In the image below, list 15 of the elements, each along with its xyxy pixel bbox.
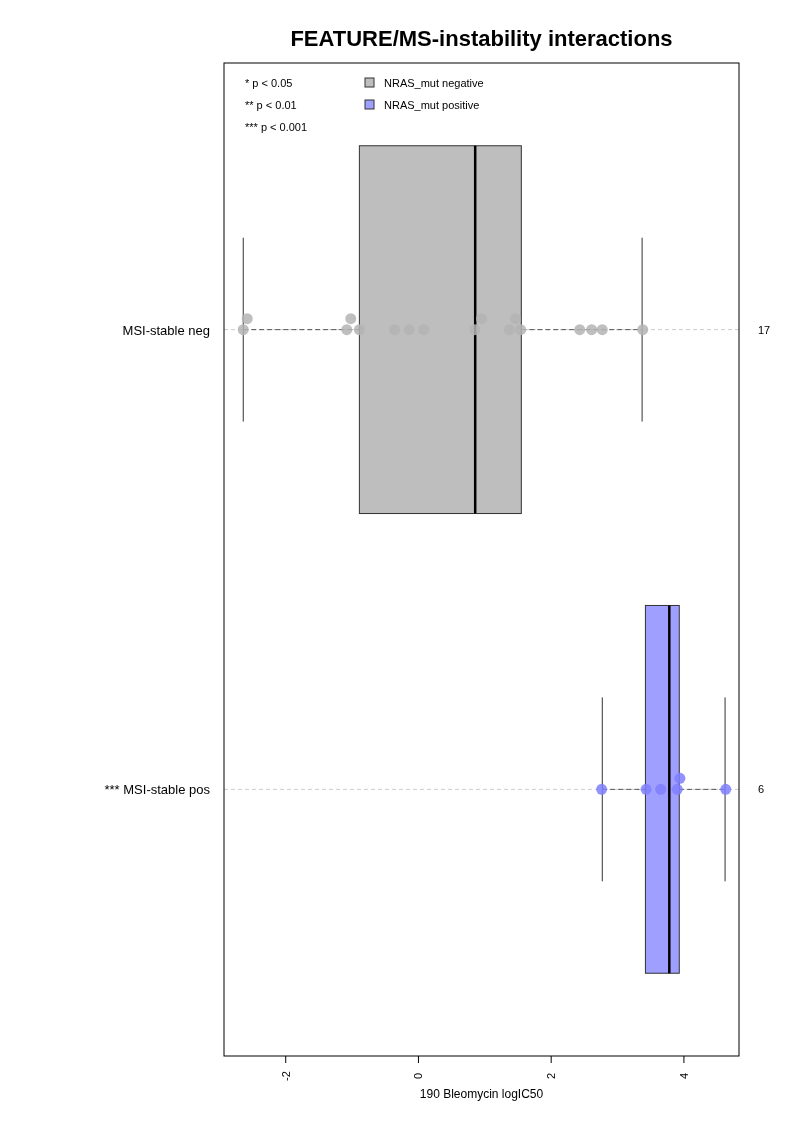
x-axis-title: 190 Bleomycin logIC50 — [419, 1087, 544, 1101]
chart-title: FEATURE/MS-instability interactions — [290, 26, 673, 51]
x-tick-label: 2 — [545, 1072, 558, 1080]
x-tick-label: -2 — [279, 1071, 292, 1081]
y-tick-label: MSI-stable neg — [122, 322, 210, 338]
annotation: * p < 0.05 — [245, 77, 293, 89]
annotation: ** p < 0.01 — [245, 99, 297, 111]
text: 6 — [758, 783, 765, 796]
legend-label: NRAS_mut positive — [384, 99, 480, 111]
text: 17 — [758, 323, 771, 336]
annotation: *** p < 0.001 — [245, 121, 308, 133]
legend-label: NRAS_mut negative — [384, 77, 484, 89]
y-tick-label: *** MSI-stable pos — [104, 782, 211, 798]
x-tick-label: 0 — [412, 1072, 425, 1080]
x-tick-label: 4 — [677, 1072, 690, 1080]
